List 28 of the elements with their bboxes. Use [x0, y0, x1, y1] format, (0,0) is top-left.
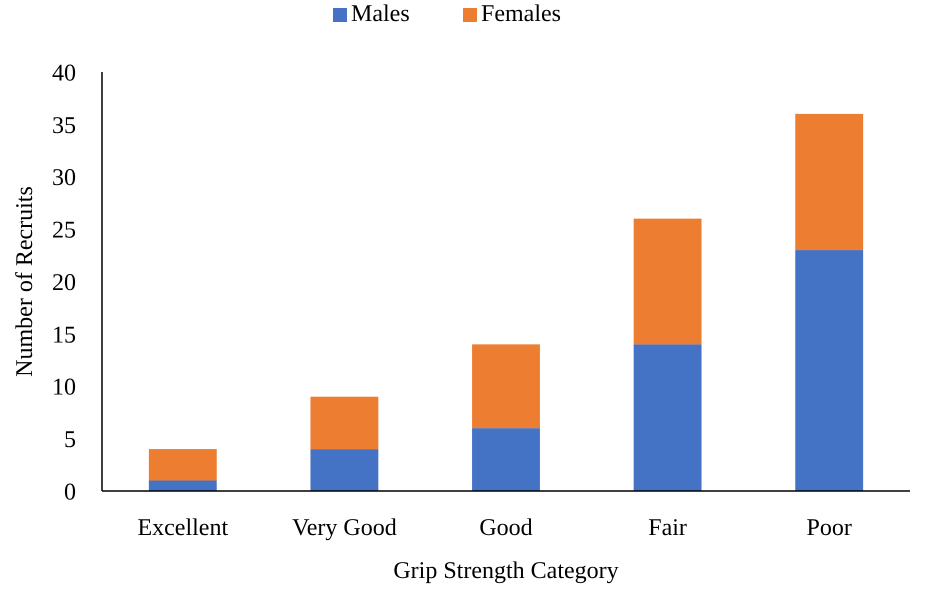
y-tick-label: 35: [52, 112, 76, 139]
bar: [148, 480, 217, 491]
x-axis-title: Grip Strength Category: [393, 558, 619, 584]
y-tick-label: 30: [52, 165, 76, 192]
y-axis-title: Number of Recruits: [12, 186, 38, 377]
y-tick-label: 25: [52, 218, 76, 244]
legend-label: Males: [351, 1, 410, 27]
x-tick-label: Good: [479, 515, 533, 541]
y-tick-label: 20: [52, 270, 76, 296]
x-tick-label: Very Good: [292, 515, 397, 541]
bar: [310, 396, 378, 450]
y-tick-label: 5: [64, 427, 76, 454]
x-tick-label: Poor: [806, 515, 852, 541]
y-tick-label: 40: [52, 60, 76, 86]
legend-label: Females: [481, 1, 561, 27]
y-tick-label: 15: [52, 322, 76, 348]
bar: [148, 449, 217, 481]
y-tick-label: 10: [52, 374, 76, 401]
bar: [795, 114, 864, 250]
x-tick-label: Fair: [648, 515, 687, 541]
bar: [634, 218, 702, 344]
bar: [634, 344, 702, 491]
y-tick-label: 0: [64, 479, 76, 506]
bar: [310, 449, 378, 491]
bar: [472, 344, 540, 428]
bar: [472, 428, 540, 491]
x-tick-label: Excellent: [137, 515, 228, 541]
bar: [795, 250, 864, 491]
